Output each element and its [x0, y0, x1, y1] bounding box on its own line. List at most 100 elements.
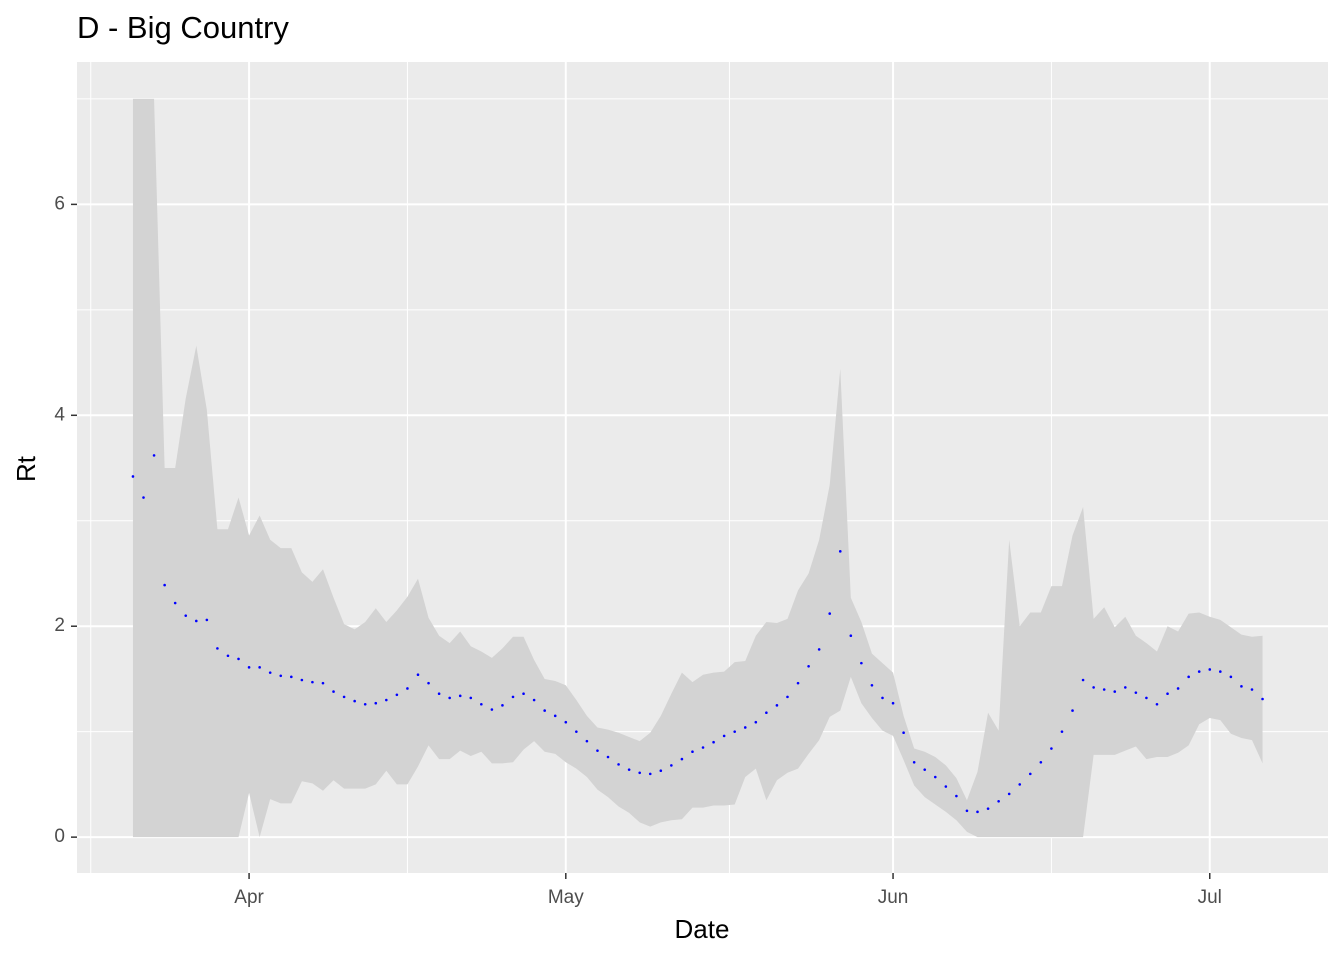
point — [194, 619, 198, 623]
x-tick-label: Jul — [1198, 887, 1222, 908]
point — [786, 695, 789, 699]
point — [923, 768, 927, 771]
point — [173, 601, 177, 605]
point — [986, 807, 990, 810]
point — [575, 730, 578, 733]
point — [543, 709, 546, 712]
point — [1081, 678, 1085, 682]
point — [1250, 688, 1254, 691]
point — [332, 690, 335, 693]
point — [184, 614, 188, 617]
x-tick-label: May — [548, 887, 584, 908]
point — [279, 674, 283, 678]
point — [142, 496, 145, 499]
point — [226, 654, 230, 658]
point — [469, 696, 473, 700]
point — [427, 681, 430, 685]
point — [374, 701, 378, 705]
point — [480, 702, 483, 706]
point — [796, 681, 800, 685]
point — [353, 699, 356, 703]
y-axis-label: Rt — [11, 455, 41, 482]
point — [522, 692, 525, 696]
point — [585, 739, 589, 743]
point — [1261, 697, 1264, 701]
point — [553, 714, 557, 718]
point — [860, 661, 863, 665]
point — [743, 726, 747, 729]
point — [300, 678, 304, 682]
y-tick-label: 6 — [54, 193, 65, 214]
point — [933, 775, 937, 779]
point — [216, 647, 219, 650]
point — [385, 698, 388, 702]
point — [152, 454, 156, 457]
point — [1113, 690, 1117, 693]
x-tick-label: Apr — [234, 887, 264, 908]
point — [458, 694, 462, 698]
point — [416, 673, 420, 677]
point — [532, 698, 536, 702]
point — [247, 666, 251, 669]
point — [1208, 668, 1212, 671]
point — [965, 809, 969, 813]
point — [1155, 702, 1159, 706]
point — [828, 612, 832, 615]
point — [290, 675, 293, 679]
point — [627, 768, 631, 771]
point — [722, 734, 726, 738]
point — [131, 475, 135, 478]
point — [617, 763, 620, 766]
point — [163, 583, 166, 587]
point — [1060, 730, 1064, 733]
point — [712, 740, 715, 744]
point — [870, 683, 874, 687]
point — [511, 695, 515, 699]
point — [775, 704, 779, 707]
point — [564, 720, 568, 724]
point — [1176, 687, 1180, 690]
point — [807, 664, 810, 668]
point — [849, 634, 853, 638]
point — [1018, 783, 1022, 786]
point — [638, 771, 641, 775]
point — [321, 681, 325, 685]
point — [395, 693, 399, 697]
point — [1219, 670, 1222, 673]
point — [902, 731, 905, 735]
point — [1102, 688, 1106, 691]
point — [733, 730, 736, 733]
point — [659, 769, 663, 773]
point — [891, 701, 895, 705]
point — [1229, 675, 1233, 679]
point — [912, 760, 916, 764]
point — [1124, 686, 1127, 689]
point — [1028, 772, 1032, 776]
y-tick-label: 2 — [54, 615, 65, 636]
point — [437, 692, 441, 696]
point — [606, 755, 610, 759]
x-axis-label: Date — [675, 914, 730, 944]
confidence-ribbon — [132, 98, 1263, 838]
point — [680, 757, 684, 761]
point — [944, 785, 948, 788]
point — [1134, 691, 1138, 694]
point — [691, 750, 694, 754]
point — [1145, 696, 1148, 700]
point — [237, 657, 240, 661]
point — [406, 687, 409, 690]
point — [1187, 675, 1190, 679]
point — [1092, 686, 1095, 689]
point — [342, 695, 346, 699]
point — [258, 666, 261, 669]
point — [881, 696, 884, 700]
point — [1007, 792, 1011, 796]
y-tick-label: 4 — [54, 404, 65, 425]
point — [701, 746, 705, 749]
x-tick-label: Jun — [878, 887, 909, 908]
point — [1071, 709, 1074, 712]
point — [1197, 670, 1201, 673]
point — [955, 794, 958, 798]
